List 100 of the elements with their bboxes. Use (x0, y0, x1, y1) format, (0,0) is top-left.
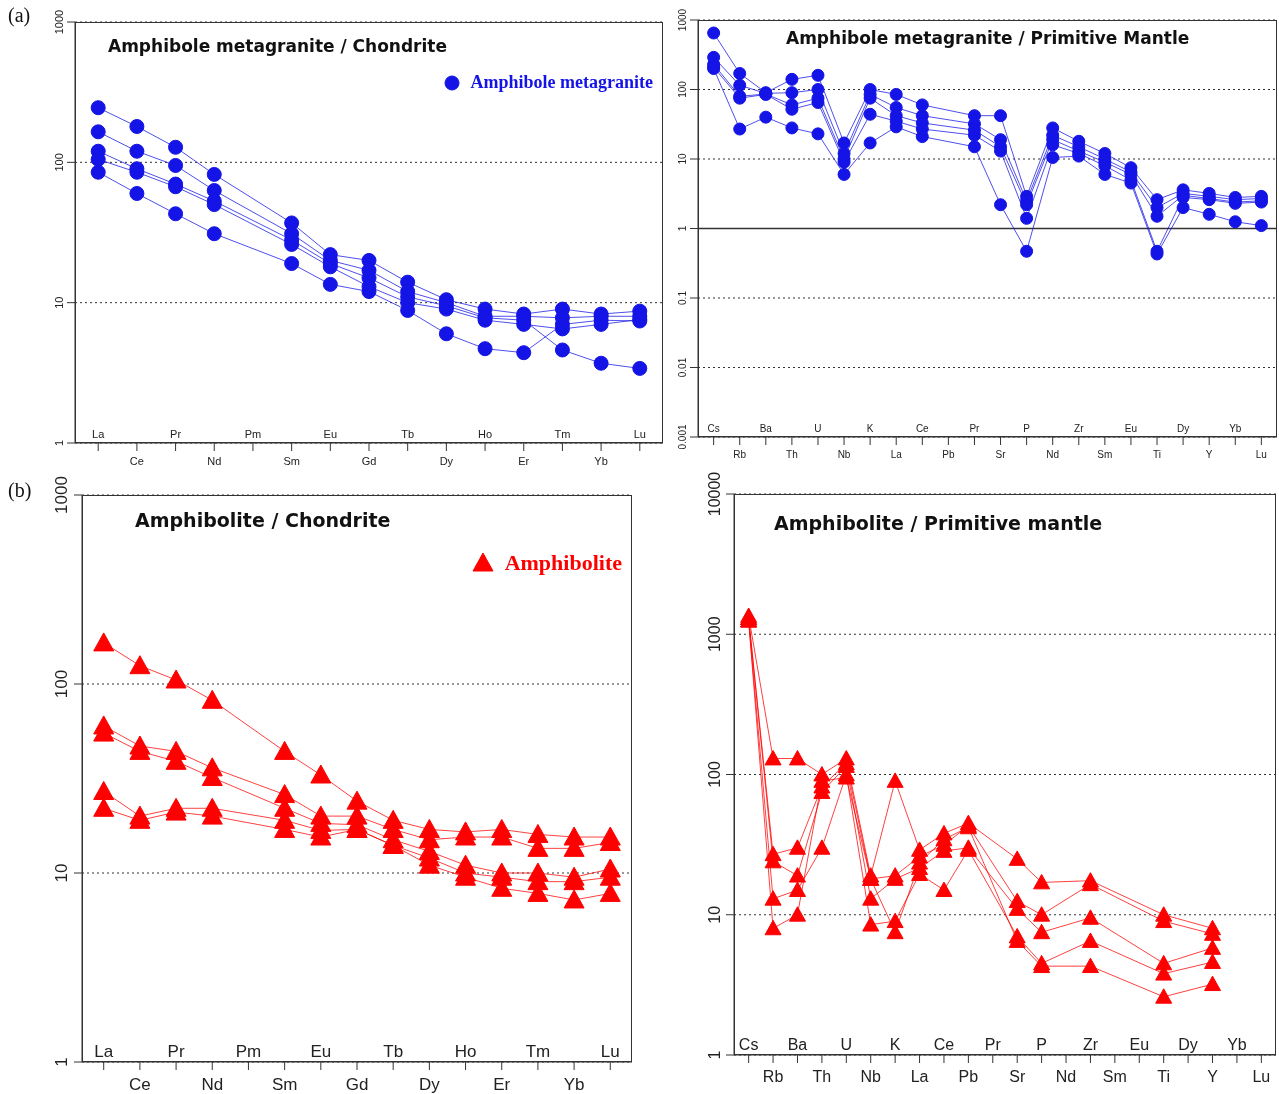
y-tick-label: 1 (52, 1057, 72, 1067)
x-tick-label: Pb (958, 1068, 979, 1085)
x-tick-label: P (1036, 1036, 1047, 1053)
text: Amphibolite / Primitive mantle (774, 512, 1103, 534)
x-tick-label: Nd (207, 455, 222, 467)
x-tick-label: Sm (271, 1075, 298, 1094)
x-tick-label: La (94, 1042, 114, 1061)
x-tick-label: Yb (1229, 423, 1242, 434)
x-tick-label: Sm (283, 455, 300, 467)
x-tick-label: Dy (1178, 1036, 1198, 1053)
legend-label: Amphibolite (504, 550, 622, 576)
x-tick-label: Sm (1102, 1068, 1127, 1085)
x-tick-label: Er (493, 1075, 511, 1094)
y-tick-label: 1 (677, 225, 688, 232)
x-tick-label: Lu (1255, 449, 1267, 460)
x-tick-label: Pr (167, 1042, 185, 1061)
x-tick-label: Ce (933, 1036, 955, 1053)
x-tick-label: Ho (454, 1042, 477, 1061)
x-tick-label: Y (1207, 1068, 1219, 1085)
x-tick-label: Yb (563, 1075, 585, 1094)
legend-label: Amphibole metagranite (470, 72, 653, 93)
x-tick-label: Pr (170, 428, 182, 440)
x-tick-label: P (1023, 423, 1031, 434)
x-tick-label: Nd (1055, 1068, 1077, 1085)
x-tick-label: Yb (594, 455, 608, 467)
y-tick-label: 10 (705, 905, 723, 924)
x-tick-label: La (910, 1068, 929, 1085)
x-tick-label: Lu (1252, 1068, 1271, 1085)
x-tick-label: Y (1205, 449, 1213, 460)
x-tick-label: Nd (1046, 449, 1060, 460)
x-tick-label: Ce (129, 1075, 151, 1094)
x-tick-label: Ti (1157, 1068, 1171, 1085)
x-tick-label: Dy (418, 1075, 441, 1094)
x-tick-label: Tb (383, 1042, 404, 1061)
y-tick-label: 10 (677, 153, 688, 165)
x-tick-label: Lu (633, 428, 646, 440)
x-tick-label: U (840, 1036, 853, 1053)
x-tick-label: Sr (995, 449, 1007, 460)
y-tick-label: 0.1 (677, 290, 688, 305)
x-tick-label: Eu (1129, 1036, 1150, 1053)
x-tick-label: Tb (401, 428, 415, 440)
y-tick-label: 100 (52, 669, 72, 699)
x-tick-label: Cs (707, 423, 720, 434)
y-tick-label: 1000 (52, 476, 72, 514)
x-tick-label: Rb (762, 1068, 784, 1085)
x-tick-label: La (890, 449, 903, 460)
x-tick-label: U (814, 423, 822, 434)
x-tick-label: Dy (1176, 423, 1190, 434)
y-tick-label: 10 (52, 296, 65, 309)
y-tick-label: 1 (705, 1050, 723, 1060)
x-tick-label: Ba (787, 1036, 808, 1053)
text: Amphibole metagranite / Chondrite (108, 36, 447, 56)
x-tick-label: Gd (345, 1075, 369, 1094)
x-tick-label: Sr (1009, 1068, 1026, 1085)
y-tick-label: 100 (677, 80, 688, 98)
x-tick-label: Zr (1082, 1036, 1099, 1053)
x-tick-label: Gd (361, 455, 377, 467)
x-tick-label: Nb (860, 1068, 882, 1085)
x-tick-label: Pr (984, 1036, 1002, 1053)
y-tick-label: 100 (705, 761, 723, 788)
x-tick-label: Yb (1227, 1036, 1247, 1053)
text: (a) (8, 4, 31, 27)
x-tick-label: Sm (1097, 449, 1113, 460)
x-tick-label: La (92, 428, 106, 440)
x-tick-label: Th (812, 1068, 832, 1085)
x-tick-label: Er (518, 455, 530, 467)
x-tick-label: Lu (600, 1042, 620, 1061)
x-tick-label: Pm (244, 428, 262, 440)
x-tick-label: Pm (235, 1042, 262, 1061)
y-tick-label: 1 (52, 439, 65, 447)
x-tick-label: Ce (129, 455, 144, 467)
y-tick-label: 0.01 (677, 357, 688, 378)
x-tick-label: Th (786, 449, 798, 460)
x-tick-label: Ti (1153, 449, 1162, 460)
x-tick-label: Ba (759, 423, 773, 434)
text: Amphibolite / Chondrite (135, 509, 391, 531)
x-tick-label: Pr (969, 423, 981, 434)
y-tick-label: 0.001 (677, 424, 688, 450)
x-tick-label: Cs (738, 1036, 759, 1053)
y-tick-label: 10000 (705, 471, 723, 517)
x-tick-label: Zr (1074, 423, 1085, 434)
x-tick-label: Tm (525, 1042, 551, 1061)
x-tick-label: Eu (310, 1042, 332, 1061)
text: (b) (8, 479, 32, 502)
y-tick-label: 100 (52, 153, 65, 172)
x-tick-label: K (889, 1036, 901, 1053)
y-tick-label: 1000 (705, 616, 723, 653)
y-tick-label: 1000 (677, 8, 688, 32)
x-tick-label: Pb (942, 449, 955, 460)
x-tick-label: Dy (439, 455, 454, 467)
text: Amphibole metagranite / Primitive Mantle (786, 28, 1190, 48)
x-tick-label: K (866, 423, 874, 434)
x-tick-label: Rb (733, 449, 747, 460)
x-tick-label: Eu (1124, 423, 1138, 434)
x-tick-label: Ce (915, 423, 930, 434)
x-tick-label: Tm (554, 428, 571, 440)
x-tick-label: Ho (478, 428, 493, 440)
x-tick-label: Nd (201, 1075, 224, 1094)
x-tick-label: Nb (837, 449, 851, 460)
x-tick-label: Eu (323, 428, 338, 440)
